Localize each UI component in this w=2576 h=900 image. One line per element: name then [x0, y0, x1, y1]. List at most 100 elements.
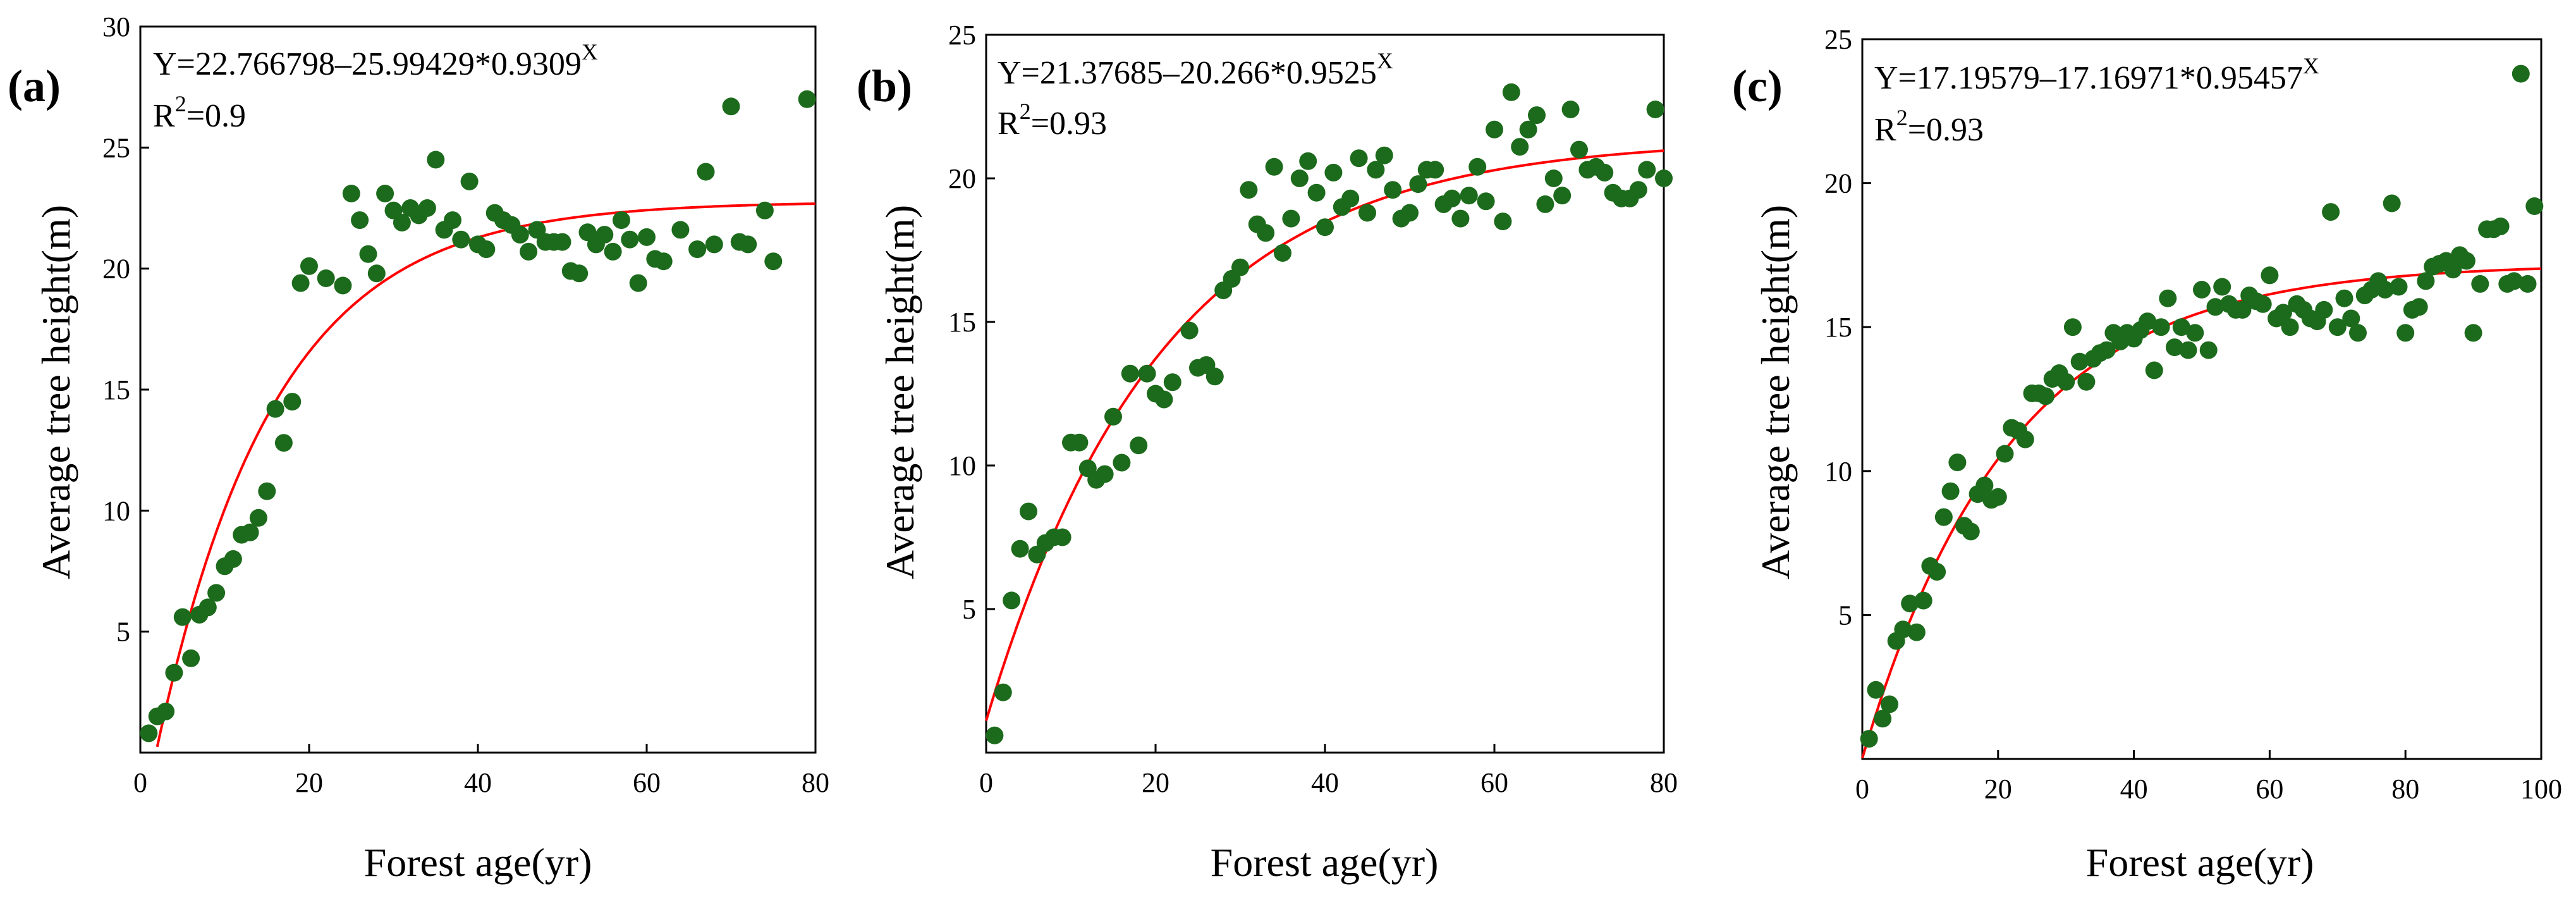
panel-b-point — [1477, 192, 1495, 211]
panel-b-point — [1299, 152, 1317, 170]
panel-c-point — [2070, 352, 2089, 371]
panel-c-point — [2097, 341, 2116, 359]
panel-c-r2: R2=0.93 — [1874, 105, 1984, 148]
panel-a-equation: Y=22.766798–25.99429*0.9309X — [153, 39, 598, 82]
panel-a-ytick-label: 30 — [102, 11, 130, 42]
panel-c-point — [2057, 373, 2075, 391]
panel-a-point — [697, 163, 715, 181]
panel-b-point — [1206, 367, 1224, 386]
panel-c-point — [2315, 300, 2333, 319]
panel-b-point — [1468, 157, 1487, 176]
panel-b-point — [1290, 170, 1309, 187]
panel-b-point — [1375, 146, 1393, 164]
panel-c-label: (c) — [1732, 61, 1783, 111]
panel-c-ytick-label: 5 — [1838, 600, 1852, 631]
panel-b-point — [1409, 175, 1427, 194]
panel-b-point — [986, 726, 1004, 744]
panel-b-point — [1265, 157, 1283, 176]
panel-a-point — [274, 434, 293, 452]
panel-c-ylabel: Average tree height(m) — [1753, 205, 1798, 579]
panel-a-point — [140, 724, 158, 743]
panel-b-ytick-label: 5 — [962, 594, 976, 625]
panel-a-equation-exp: X — [582, 39, 598, 65]
panel-c-point — [2335, 289, 2353, 307]
panel-b-xtick-label: 0 — [979, 767, 993, 798]
panel-b-point — [1596, 163, 1614, 182]
panel-a-point — [629, 274, 647, 292]
panel-c-point — [2471, 274, 2489, 293]
panel-b-equation-exp: X — [1377, 48, 1393, 73]
panel-a-point — [764, 252, 783, 271]
panel-a-r2-exp: 2 — [175, 91, 186, 116]
panel-a-point — [334, 276, 352, 295]
panel-c-point — [1901, 595, 1919, 613]
panel-c-point — [1996, 445, 2014, 463]
panel-a-point — [165, 663, 183, 682]
panel-a-label: (a) — [8, 61, 61, 111]
panel-b-point — [1646, 101, 1664, 118]
panel-b-point — [1307, 183, 1326, 202]
panel-b-point — [1257, 224, 1275, 242]
panel-b-point — [1341, 189, 1360, 207]
panel-b-point — [1629, 181, 1647, 199]
panel-a-point — [266, 400, 284, 418]
panel-a-point — [207, 584, 226, 602]
panel-c-point — [1989, 488, 2007, 506]
panel-a-point — [249, 509, 267, 527]
panel-b-point — [1460, 187, 1478, 205]
panel-c-point — [1928, 563, 1946, 581]
panel-b-point — [1096, 465, 1114, 483]
panel-a-point — [241, 523, 259, 541]
panel-c-point — [1894, 620, 1912, 639]
panel-a-point — [393, 214, 411, 231]
panel-c-xtick-label: 100 — [2520, 774, 2562, 804]
panel-b-xtick-label: 20 — [1142, 767, 1169, 798]
panel-c-ytick-label: 10 — [1824, 456, 1852, 487]
panel-a-ytick-label: 20 — [102, 254, 130, 285]
panel-a-point — [418, 199, 436, 217]
panel-a-point — [477, 240, 496, 259]
panel-b-point — [1443, 189, 1461, 207]
panel-a-ytick-label: 10 — [102, 495, 130, 526]
panel-c-point — [1874, 710, 1892, 728]
panel-c-point — [2037, 387, 2054, 405]
panel-a-point — [604, 242, 622, 261]
panel-b-r2-exp: 2 — [1020, 99, 1031, 124]
panel-b-point — [1451, 209, 1470, 228]
panel-a-xtick-label: 60 — [633, 767, 661, 798]
panel-a-point — [258, 482, 276, 500]
panel-c-point — [2322, 203, 2340, 221]
panel-b-point — [1231, 258, 1249, 276]
panel-c-ytick-label: 15 — [1824, 312, 1852, 343]
panel-b-point — [1163, 373, 1181, 391]
panel-c-point — [2016, 430, 2034, 448]
panel-c-r2-value: =0.93 — [1908, 112, 1984, 148]
panel-c-point — [2213, 278, 2231, 296]
panel-a-r2-prefix: R — [153, 98, 175, 134]
panel-b-point — [1561, 101, 1580, 118]
panel-b-point — [1316, 218, 1334, 237]
panel-c-point — [2233, 300, 2252, 319]
panel-c-point — [1907, 623, 1926, 641]
panel-b-point — [994, 683, 1012, 701]
panel-c-ytick-label: 25 — [1824, 24, 1852, 55]
panel-a-point — [367, 264, 386, 283]
panel-c-point — [1867, 681, 1885, 699]
panel-b: (b) Average tree height(m) Forest age(yr… — [857, 20, 1678, 885]
panel-a-ytick-label: 5 — [116, 617, 130, 648]
panel-c-point — [2518, 274, 2537, 293]
panel-a-point — [755, 201, 774, 219]
panel-c-point — [2206, 298, 2225, 316]
panel-a-xtick-label: 80 — [802, 767, 829, 798]
panel-a-point — [570, 264, 589, 283]
panel-a-point — [157, 702, 175, 720]
panel-b-point — [1519, 120, 1537, 139]
panel-b-point — [1384, 181, 1402, 199]
panel-b-point — [1367, 161, 1385, 179]
panel-b-frame — [985, 34, 1665, 754]
panel-a-equation-main: Y=22.766798–25.99429*0.9309 — [153, 46, 582, 82]
panel-a-point — [452, 230, 470, 249]
panel-c-xlabel: Forest age(yr) — [2086, 840, 2314, 885]
panel-b-point — [1138, 364, 1156, 383]
panel-a-point — [283, 393, 302, 411]
